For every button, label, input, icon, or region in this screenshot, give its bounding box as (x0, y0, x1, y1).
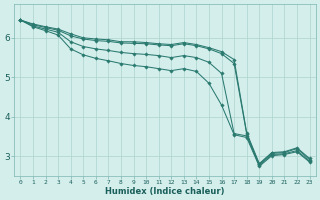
X-axis label: Humidex (Indice chaleur): Humidex (Indice chaleur) (105, 187, 225, 196)
